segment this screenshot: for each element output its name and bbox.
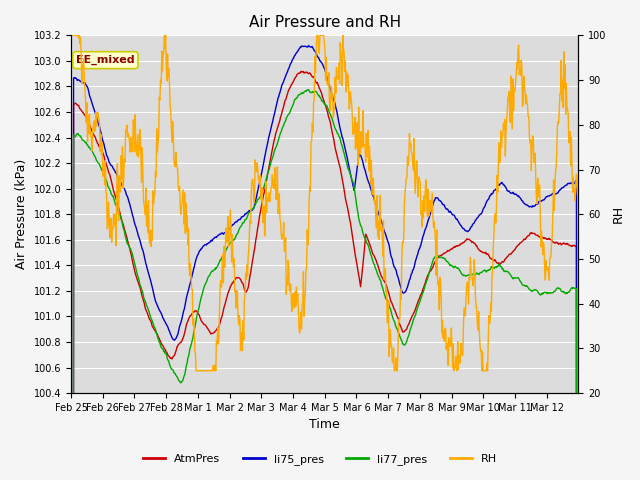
Legend: AtmPres, li75_pres, li77_pres, RH: AtmPres, li75_pres, li77_pres, RH [139, 450, 501, 469]
Y-axis label: Air Pressure (kPa): Air Pressure (kPa) [15, 159, 28, 269]
Y-axis label: RH: RH [612, 205, 625, 223]
X-axis label: Time: Time [309, 419, 340, 432]
Title: Air Pressure and RH: Air Pressure and RH [248, 15, 401, 30]
Text: EE_mixed: EE_mixed [76, 55, 135, 65]
